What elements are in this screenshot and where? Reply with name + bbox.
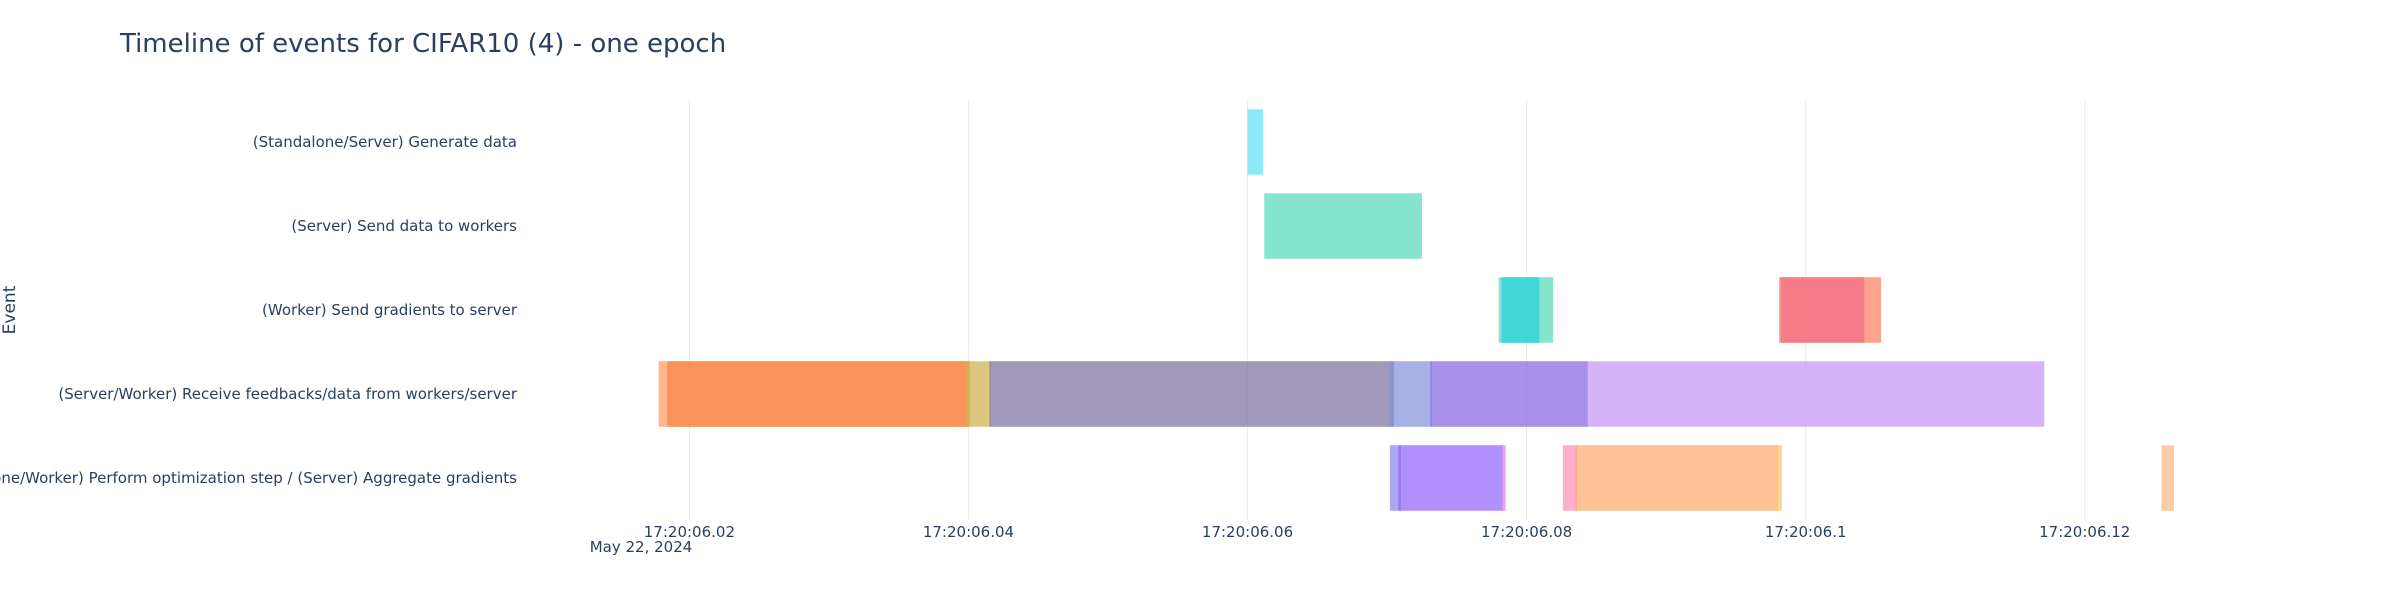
y-tick-label: (Server) Send data to workers bbox=[291, 217, 517, 235]
x-tick-label: 17:20:06.02 bbox=[644, 523, 735, 541]
x-tick-label: 17:20:06.12 bbox=[2039, 523, 2130, 541]
chart-title: Timeline of events for CIFAR10 (4) - one… bbox=[119, 29, 726, 59]
timeline-bar[interactable] bbox=[965, 361, 991, 427]
y-tick-labels: (Standalone/Server) Generate data (Server… bbox=[0, 133, 518, 487]
timeline-bar[interactable] bbox=[1398, 445, 1503, 511]
timeline-bar[interactable] bbox=[1586, 361, 2045, 427]
timeline-bar[interactable] bbox=[1389, 361, 1432, 427]
timeline-bar[interactable] bbox=[1501, 277, 1540, 343]
timeline-bar[interactable] bbox=[1780, 277, 1865, 343]
timeline-bar[interactable] bbox=[2161, 445, 2175, 511]
y-axis-title: Event bbox=[0, 285, 20, 334]
x-tick-label: 17:20:06.08 bbox=[1481, 523, 1572, 541]
timeline-bar[interactable] bbox=[989, 361, 1395, 427]
y-tick-label: (Server/Worker) Receive feedbacks/data f… bbox=[58, 385, 517, 403]
y-tick-label: (Standalone/Worker) Perform optimization… bbox=[0, 469, 517, 487]
timeline-bar[interactable] bbox=[1430, 361, 1588, 427]
timeline-bar[interactable] bbox=[1575, 445, 1778, 511]
timeline-bar[interactable] bbox=[667, 361, 969, 427]
x-tick-label: 17:20:06.04 bbox=[923, 523, 1014, 541]
timeline-bar[interactable] bbox=[1247, 109, 1263, 175]
y-tick-label: (Worker) Send gradients to server bbox=[262, 301, 518, 319]
timeline-bar[interactable] bbox=[1389, 445, 1402, 511]
x-tick-label: 17:20:06.06 bbox=[1202, 523, 1293, 541]
timeline-bar[interactable] bbox=[1501, 445, 1506, 511]
bar-layer bbox=[658, 109, 2175, 511]
x-date-label: May 22, 2024 bbox=[590, 538, 693, 556]
timeline-bar[interactable] bbox=[1562, 445, 1577, 511]
x-tick-label: 17:20:06.1 bbox=[1765, 523, 1847, 541]
timeline-bar[interactable] bbox=[1776, 445, 1782, 511]
y-tick-label: (Standalone/Server) Generate data bbox=[253, 133, 517, 151]
x-tick-labels: 17:20:06.02 17:20:06.04 17:20:06.06 17:20:0… bbox=[644, 523, 2131, 541]
timeline-bar[interactable] bbox=[1264, 193, 1422, 259]
